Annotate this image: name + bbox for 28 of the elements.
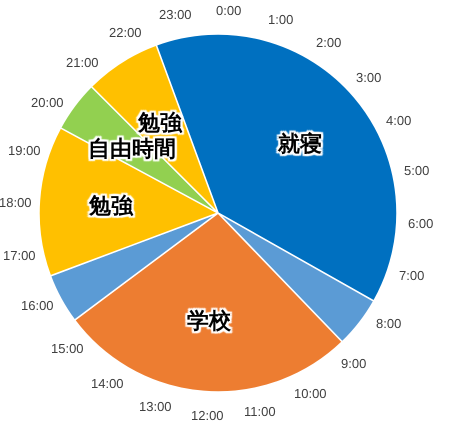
text: 15:00: [51, 341, 84, 356]
text: 13:00: [139, 399, 172, 414]
slice-label: 就寝: [277, 131, 322, 156]
text: 19:00: [8, 143, 41, 158]
text: 22:00: [109, 25, 142, 40]
text: 5:00: [404, 163, 430, 178]
text: 11:00: [244, 404, 276, 419]
text: 7:00: [399, 268, 424, 283]
text: 3:00: [356, 70, 382, 85]
text: 1:00: [268, 12, 294, 27]
text: 17:00: [3, 248, 36, 263]
slice-label: 学校: [187, 308, 232, 333]
text: 14:00: [91, 376, 124, 391]
text: 18:00: [0, 195, 32, 210]
text: 10:00: [294, 386, 327, 401]
text: 20:00: [31, 95, 64, 110]
text: 0:00: [216, 3, 242, 18]
text: 23:00: [159, 7, 192, 22]
text: 9:00: [341, 356, 366, 371]
text: 21:00: [66, 55, 99, 70]
slice-label: 勉強: [88, 193, 134, 218]
text: 2:00: [316, 35, 342, 50]
text: 4:00: [386, 113, 412, 128]
text: 6:00: [408, 216, 434, 231]
text: 16:00: [21, 298, 54, 313]
slice-label: 勉強: [137, 110, 183, 135]
text: 8:00: [376, 316, 402, 331]
text: 12:00: [191, 408, 224, 423]
